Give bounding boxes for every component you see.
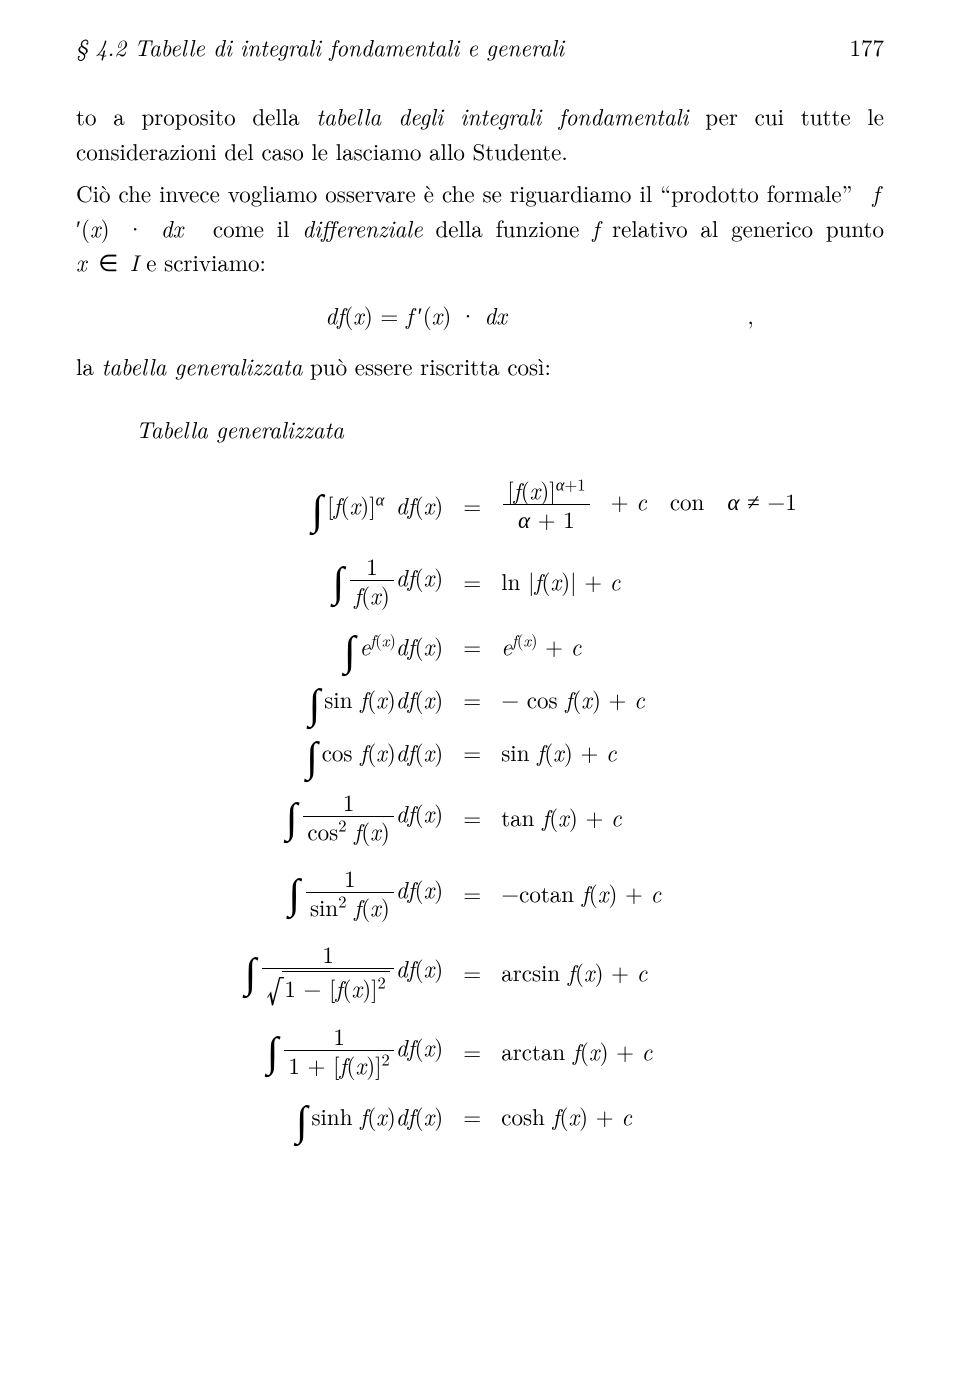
table-row: ∫cos f(x)df(x) = sin f(x) + c bbox=[157, 725, 803, 778]
paragraph-3: la tabella generalizzata può essere risc… bbox=[76, 349, 884, 384]
table-row: ∫ 1 sin2 f(x) df(x) = −cotan f(x) + c bbox=[157, 855, 803, 931]
display-equation: df(x) = f ′(x) · dx , bbox=[76, 298, 884, 331]
table-row: ∫ef(x)df(x) = ef(x) + c bbox=[157, 619, 803, 672]
table-row: ∫[f(x)]α df(x) = [f(x)]α+1 α + 1 + c con… bbox=[157, 467, 803, 543]
integral-table: ∫[f(x)]α df(x) = [f(x)]α+1 α + 1 + c con… bbox=[157, 467, 803, 1142]
display-punct: , bbox=[634, 298, 754, 331]
table-row: ∫ 1 1 + [f(x)]2 df(x) = arctan f(x) + c bbox=[157, 1013, 803, 1089]
table-subtitle: Tabella generalizzata bbox=[136, 412, 884, 445]
table-row: ∫ 1 √ 1 − [f(x)]2 df(x) = arcsin f(x) + … bbox=[157, 931, 803, 1013]
page: § 4.2 Tabelle di integrali fondamentali … bbox=[0, 0, 960, 1383]
table-row: ∫sin f(x)df(x) = − cos f(x) + c bbox=[157, 672, 803, 725]
table-row: ∫ 1 cos2 f(x) df(x) = tan f(x) + c bbox=[157, 779, 803, 855]
page-number: 177 bbox=[850, 30, 885, 63]
table-row: ∫sinh f(x)df(x) = cosh f(x) + c bbox=[157, 1089, 803, 1142]
paragraph-1: to a proposito della tabella degli integ… bbox=[76, 99, 884, 168]
table-row: ∫ 1 f(x) df(x) = ln |f(x)| + c bbox=[157, 543, 803, 619]
paragraph-2: Ciò che invece vogliamo osservare è che … bbox=[76, 176, 884, 280]
running-header: § 4.2 Tabelle di integrali fondamentali … bbox=[76, 30, 884, 63]
section-title: § 4.2 Tabelle di integrali fondamentali … bbox=[76, 30, 564, 63]
